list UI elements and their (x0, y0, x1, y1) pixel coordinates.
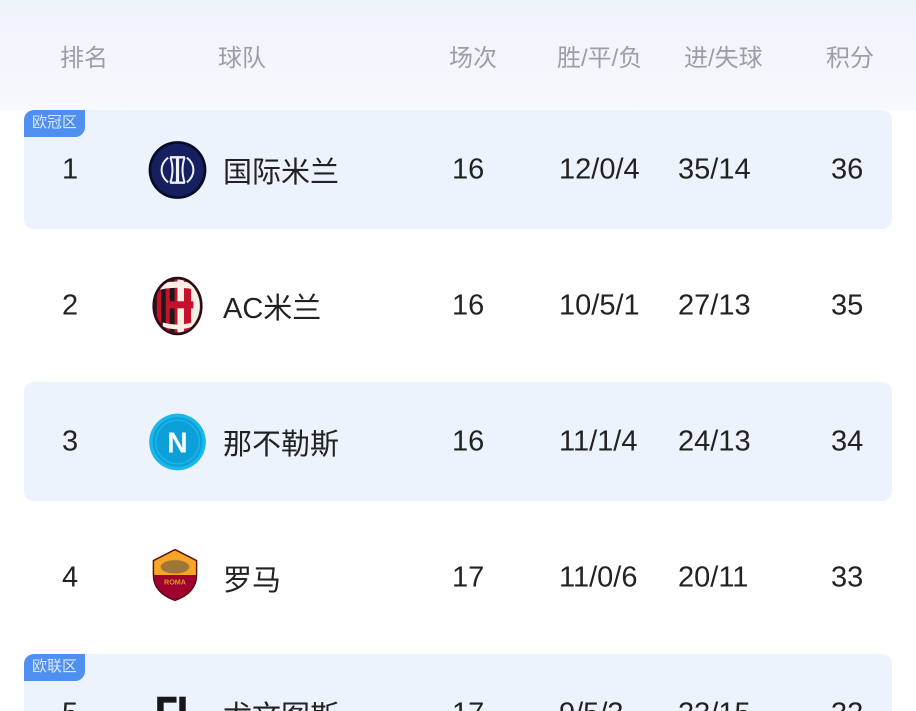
svg-text:N: N (167, 427, 187, 459)
svg-text:ROMA: ROMA (164, 577, 186, 586)
